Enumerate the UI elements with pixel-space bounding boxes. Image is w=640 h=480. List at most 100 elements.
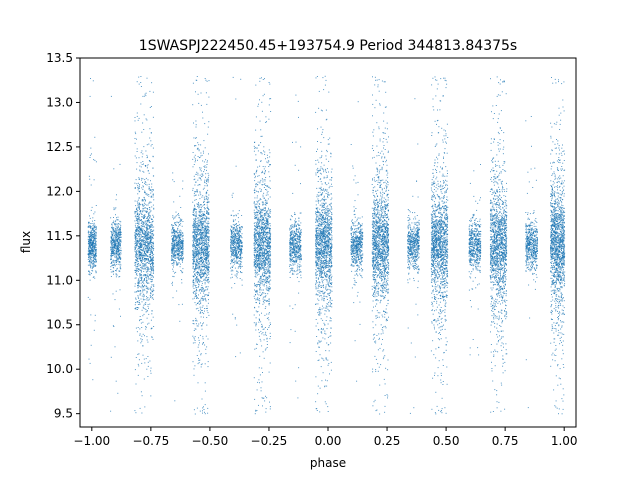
data-point: [147, 237, 149, 239]
data-point: [141, 226, 143, 228]
data-point: [172, 284, 173, 286]
data-point: [195, 249, 197, 251]
data-point: [142, 256, 144, 258]
data-point: [199, 237, 201, 239]
data-point: [117, 245, 119, 247]
data-point: [205, 276, 207, 278]
data-point: [192, 298, 194, 300]
data-point: [180, 232, 182, 233]
data-point: [199, 252, 201, 254]
data-point: [181, 242, 183, 244]
data-point: [205, 232, 207, 234]
data-point: [204, 165, 206, 167]
data-point: [88, 261, 90, 263]
data-point: [180, 254, 182, 256]
data-point: [233, 263, 235, 265]
data-point: [205, 289, 206, 291]
data-point: [198, 303, 200, 305]
data-point: [115, 253, 117, 255]
data-point: [140, 243, 142, 245]
data-point: [134, 236, 136, 238]
data-point: [204, 258, 206, 260]
data-point: [151, 297, 153, 299]
data-point: [141, 244, 143, 246]
data-point: [135, 242, 137, 244]
data-point: [206, 274, 208, 276]
data-point: [241, 252, 243, 254]
data-point: [235, 244, 237, 246]
data-point: [151, 223, 153, 225]
data-point: [192, 235, 194, 237]
data-point: [195, 215, 197, 217]
data-point: [118, 240, 120, 242]
data-point: [151, 229, 153, 231]
data-point: [195, 258, 197, 260]
data-point: [145, 254, 147, 256]
data-point: [115, 241, 117, 243]
data-point: [207, 252, 209, 254]
data-point: [202, 297, 204, 299]
data-point: [140, 210, 142, 212]
data-point: [144, 200, 146, 202]
data-point: [230, 270, 232, 272]
data-point: [196, 238, 198, 240]
data-point: [198, 194, 200, 196]
data-point: [203, 272, 205, 274]
data-point: [136, 219, 137, 221]
data-point: [112, 233, 114, 235]
data-point: [93, 238, 95, 239]
data-point: [140, 322, 142, 324]
data-point: [198, 290, 200, 292]
data-point: [112, 248, 114, 250]
data-point: [193, 164, 195, 165]
data-point: [119, 256, 121, 258]
data-point: [134, 264, 136, 266]
data-point: [134, 213, 136, 215]
data-point: [202, 218, 204, 220]
data-point: [201, 257, 203, 259]
data-point: [148, 263, 150, 264]
data-point: [145, 241, 147, 243]
data-point: [91, 254, 93, 256]
data-point: [193, 156, 195, 158]
data-point: [198, 323, 200, 325]
data-point: [134, 291, 136, 293]
data-point: [171, 283, 173, 285]
data-point: [95, 270, 97, 272]
data-point: [200, 256, 201, 258]
data-point: [176, 264, 177, 266]
data-point: [152, 271, 154, 273]
data-point: [200, 260, 202, 262]
data-point: [231, 247, 233, 249]
data-point: [195, 173, 197, 175]
data-point: [200, 258, 202, 260]
data-point: [199, 300, 200, 302]
data-point: [95, 255, 97, 256]
data-point: [143, 233, 144, 235]
data-point: [236, 271, 238, 272]
data-point: [236, 250, 238, 252]
data-point: [148, 214, 150, 216]
data-point: [197, 191, 198, 193]
data-point: [196, 189, 198, 190]
data-point: [179, 195, 181, 197]
data-point: [147, 257, 149, 259]
data-point: [230, 244, 231, 246]
data-point: [206, 252, 208, 254]
data-point: [198, 177, 200, 179]
data-point: [196, 260, 198, 261]
data-point: [197, 272, 199, 273]
data-point: [137, 223, 139, 224]
data-point: [233, 220, 235, 222]
data-point: [204, 268, 206, 270]
data-point: [136, 228, 137, 230]
data-point: [205, 195, 207, 197]
data-point: [199, 253, 200, 255]
data-point: [138, 246, 140, 248]
data-point: [145, 253, 146, 254]
data-point: [135, 357, 137, 358]
data-point: [206, 280, 208, 282]
data-point: [88, 270, 90, 272]
data-point: [232, 250, 234, 252]
data-point: [147, 223, 149, 225]
